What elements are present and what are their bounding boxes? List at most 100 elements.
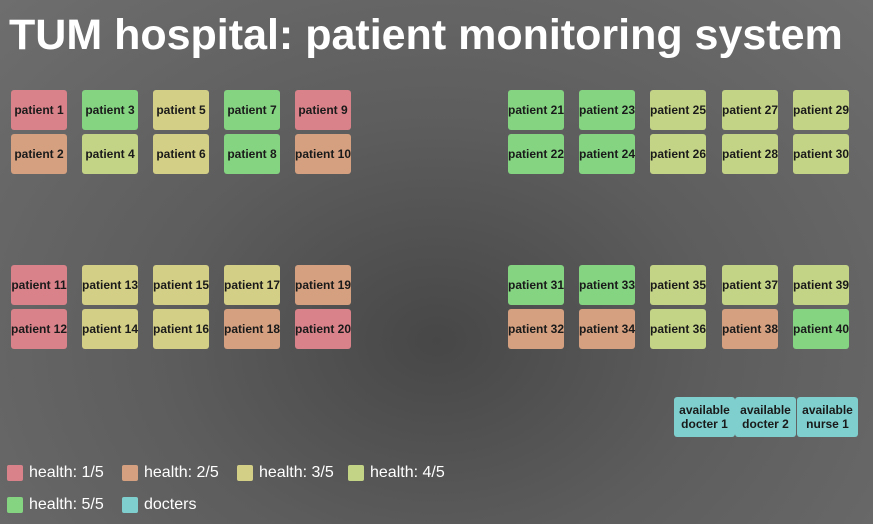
legend-label: health: 5/5 [29, 496, 104, 513]
patient-tile-9-label: patient 9 [298, 103, 348, 117]
patient-tile-29-label: patient 29 [793, 103, 849, 117]
patient-tile-40-label: patient 40 [793, 322, 849, 336]
patient-tile-26[interactable]: patient 26 [650, 134, 706, 174]
patient-tile-28[interactable]: patient 28 [722, 134, 778, 174]
legend-label: docters [144, 496, 197, 513]
app-title: TUM hospital: patient monitoring system [9, 11, 843, 59]
patient-tile-30[interactable]: patient 30 [793, 134, 849, 174]
legend-swatch [122, 465, 138, 481]
patient-tile-5-label: patient 5 [156, 103, 206, 117]
patient-tile-34-label: patient 34 [579, 322, 635, 336]
patient-tile-6[interactable]: patient 6 [153, 134, 209, 174]
patient-tile-39[interactable]: patient 39 [793, 265, 849, 305]
patient-tile-20-label: patient 20 [295, 322, 351, 336]
patient-tile-19[interactable]: patient 19 [295, 265, 351, 305]
legend-swatch [122, 497, 138, 513]
patient-tile-32[interactable]: patient 32 [508, 309, 564, 349]
patient-tile-21[interactable]: patient 21 [508, 90, 564, 130]
patient-tile-24[interactable]: patient 24 [579, 134, 635, 174]
patient-tile-18[interactable]: patient 18 [224, 309, 280, 349]
patient-tile-25-label: patient 25 [650, 103, 706, 117]
staff-tile-1-label: available docter 1 [679, 403, 730, 431]
patient-tile-17[interactable]: patient 17 [224, 265, 280, 305]
legend-swatch [7, 497, 23, 513]
staff-tile-3[interactable]: available nurse 1 [797, 397, 858, 437]
staff-tile-3-label: available nurse 1 [802, 403, 853, 431]
patient-tile-37-label: patient 37 [722, 278, 778, 292]
patient-tile-5[interactable]: patient 5 [153, 90, 209, 130]
patient-tile-29[interactable]: patient 29 [793, 90, 849, 130]
patient-tile-15[interactable]: patient 15 [153, 265, 209, 305]
legend-label: health: 2/5 [144, 464, 219, 481]
patient-tile-35[interactable]: patient 35 [650, 265, 706, 305]
patient-tile-33[interactable]: patient 33 [579, 265, 635, 305]
patient-tile-31-label: patient 31 [508, 278, 564, 292]
legend-label: health: 1/5 [29, 464, 104, 481]
patient-tile-22[interactable]: patient 22 [508, 134, 564, 174]
patient-tile-26-label: patient 26 [650, 147, 706, 161]
patient-tile-32-label: patient 32 [508, 322, 564, 336]
patient-tile-4-label: patient 4 [85, 147, 135, 161]
patient-tile-16-label: patient 16 [153, 322, 209, 336]
legend-label: health: 4/5 [370, 464, 445, 481]
patient-tile-24-label: patient 24 [579, 147, 635, 161]
legend-item-6: docters [122, 495, 196, 515]
patient-tile-17-label: patient 17 [224, 278, 280, 292]
patient-tile-13-label: patient 13 [82, 278, 138, 292]
staff-tile-2[interactable]: available docter 2 [735, 397, 796, 437]
legend-item-1: health: 1/5 [7, 463, 104, 483]
patient-tile-1[interactable]: patient 1 [11, 90, 67, 130]
patient-tile-38[interactable]: patient 38 [722, 309, 778, 349]
legend-swatch [237, 465, 253, 481]
patient-tile-25[interactable]: patient 25 [650, 90, 706, 130]
legend-item-3: health: 3/5 [237, 463, 334, 483]
patient-tile-31[interactable]: patient 31 [508, 265, 564, 305]
patient-tile-37[interactable]: patient 37 [722, 265, 778, 305]
legend-item-2: health: 2/5 [122, 463, 219, 483]
patient-tile-3[interactable]: patient 3 [82, 90, 138, 130]
legend-swatch [7, 465, 23, 481]
patient-tile-9[interactable]: patient 9 [295, 90, 351, 130]
patient-tile-12[interactable]: patient 12 [11, 309, 67, 349]
patient-tile-23[interactable]: patient 23 [579, 90, 635, 130]
patient-tile-7-label: patient 7 [227, 103, 277, 117]
patient-tile-11-label: patient 11 [11, 278, 67, 292]
patient-tile-13[interactable]: patient 13 [82, 265, 138, 305]
patient-tile-10-label: patient 10 [295, 147, 351, 161]
patient-tile-14[interactable]: patient 14 [82, 309, 138, 349]
patient-tile-23-label: patient 23 [579, 103, 635, 117]
patient-tile-30-label: patient 30 [793, 147, 849, 161]
legend-item-4: health: 4/5 [348, 463, 445, 483]
patient-tile-38-label: patient 38 [722, 322, 778, 336]
patient-tile-21-label: patient 21 [508, 103, 564, 117]
patient-tile-8[interactable]: patient 8 [224, 134, 280, 174]
patient-tile-7[interactable]: patient 7 [224, 90, 280, 130]
patient-tile-36[interactable]: patient 36 [650, 309, 706, 349]
patient-tile-20[interactable]: patient 20 [295, 309, 351, 349]
patient-tile-36-label: patient 36 [650, 322, 706, 336]
patient-tile-15-label: patient 15 [153, 278, 209, 292]
staff-tile-1[interactable]: available docter 1 [674, 397, 735, 437]
patient-tile-35-label: patient 35 [650, 278, 706, 292]
patient-tile-11[interactable]: patient 11 [11, 265, 67, 305]
patient-tile-10[interactable]: patient 10 [295, 134, 351, 174]
patient-tile-4[interactable]: patient 4 [82, 134, 138, 174]
legend-swatch [348, 465, 364, 481]
patient-tile-12-label: patient 12 [11, 322, 67, 336]
patient-tile-39-label: patient 39 [793, 278, 849, 292]
patient-tile-34[interactable]: patient 34 [579, 309, 635, 349]
patient-tile-40[interactable]: patient 40 [793, 309, 849, 349]
patient-tile-19-label: patient 19 [295, 278, 351, 292]
legend-label: health: 3/5 [259, 464, 334, 481]
staff-tile-2-label: available docter 2 [740, 403, 791, 431]
patient-tile-6-label: patient 6 [156, 147, 206, 161]
patient-tile-27[interactable]: patient 27 [722, 90, 778, 130]
patient-tile-1-label: patient 1 [14, 103, 64, 117]
patient-tile-16[interactable]: patient 16 [153, 309, 209, 349]
patient-tile-14-label: patient 14 [82, 322, 138, 336]
legend-item-5: health: 5/5 [7, 495, 104, 515]
patient-tile-33-label: patient 33 [579, 278, 635, 292]
patient-tile-28-label: patient 28 [722, 147, 778, 161]
patient-tile-27-label: patient 27 [722, 103, 778, 117]
patient-tile-2[interactable]: patient 2 [11, 134, 67, 174]
